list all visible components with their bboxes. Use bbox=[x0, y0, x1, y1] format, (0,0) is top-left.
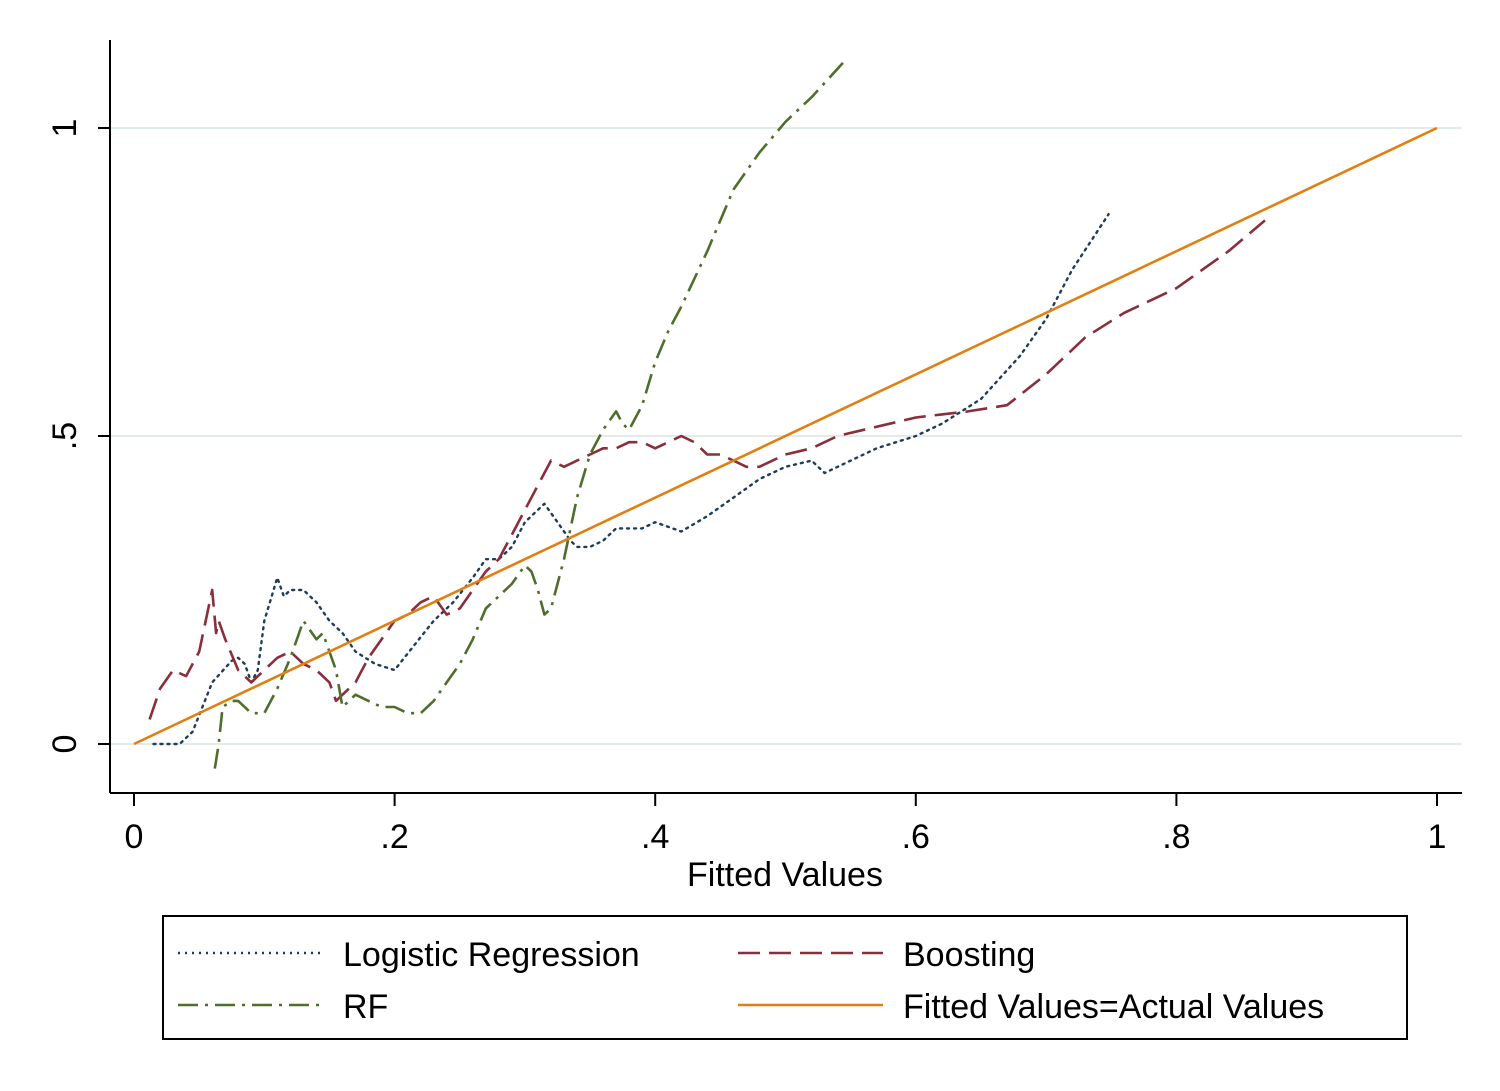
legend-label-2: RF bbox=[343, 988, 388, 1026]
x-tick-label: .4 bbox=[641, 818, 669, 856]
ticks: 0 .5 1 0 .2 .4 .6 .8 1 bbox=[46, 119, 1446, 856]
y-tick-label: .5 bbox=[46, 422, 84, 450]
legend-label-3: Fitted Values=Actual Values bbox=[903, 988, 1324, 1026]
series-lines bbox=[133, 59, 1438, 769]
y-tick-label: 1 bbox=[46, 119, 84, 138]
legend: Logistic Regression Boosting RF Fitted Valu… bbox=[162, 915, 1408, 1040]
x-tick-label: 1 bbox=[1428, 818, 1447, 856]
x-tick-label: .8 bbox=[1162, 818, 1190, 856]
series-line-0 bbox=[152, 212, 1110, 746]
legend-label-0: Logistic Regression bbox=[343, 936, 640, 974]
series-line-1 bbox=[148, 219, 1266, 720]
y-tick-label: 0 bbox=[46, 735, 84, 754]
x-axis-title: Fitted Values bbox=[687, 856, 883, 894]
axes bbox=[109, 40, 1462, 794]
legend-label-1: Boosting bbox=[903, 936, 1035, 974]
series-line-3 bbox=[133, 126, 1438, 746]
legend-box bbox=[162, 915, 1408, 1040]
x-tick-label: 0 bbox=[125, 818, 144, 856]
x-tick-label: .2 bbox=[380, 818, 408, 856]
x-tick-label: .6 bbox=[902, 818, 930, 856]
